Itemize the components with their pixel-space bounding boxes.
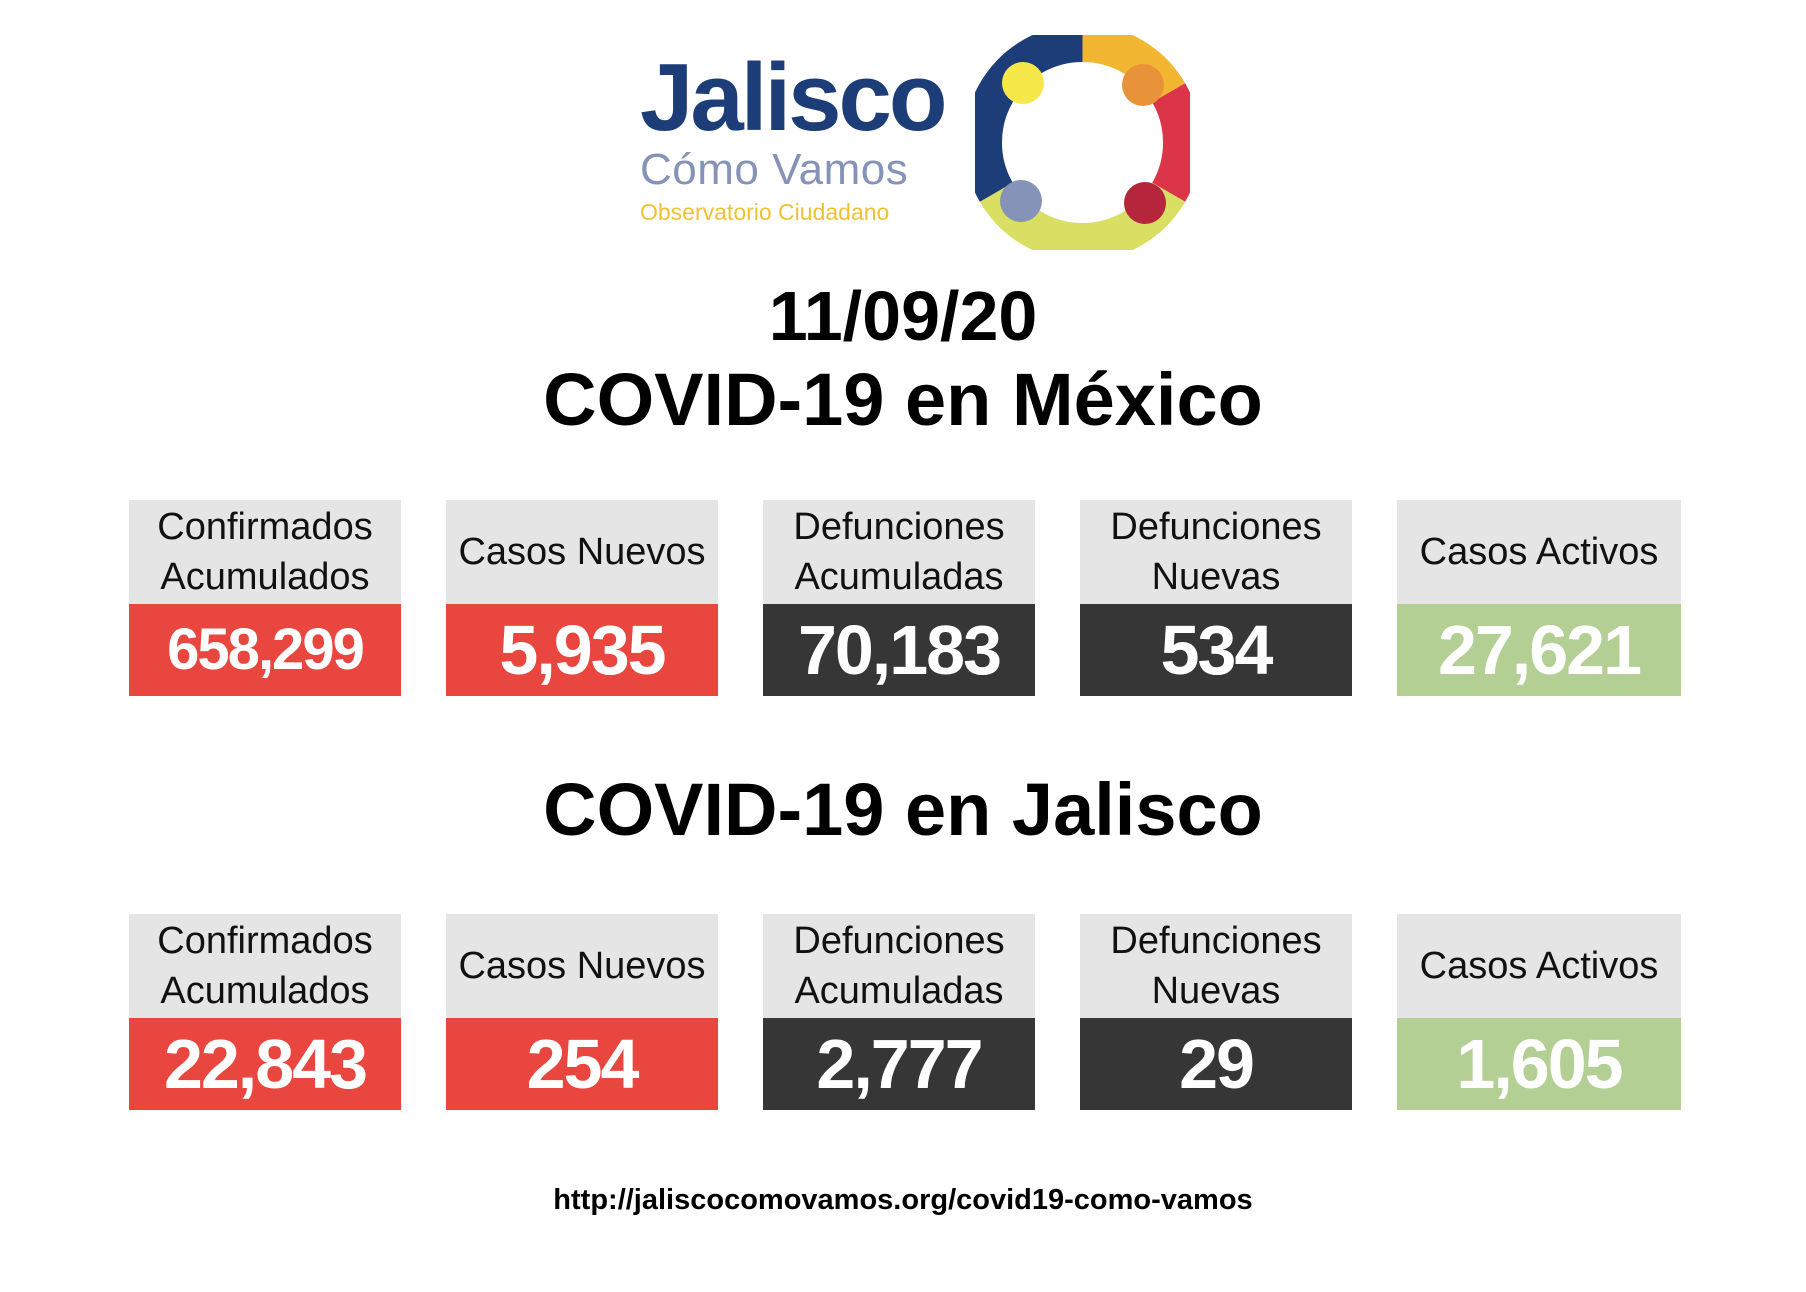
card-label-line: Casos Nuevos — [458, 945, 706, 987]
logo: Jalisco Cómo Vamos Observatorio Ciudadan… — [0, 0, 1806, 260]
card-label: Defunciones Acumuladas — [763, 914, 1035, 1018]
card-label-line: Confirmados — [157, 920, 373, 962]
card-label: Defunciones Nuevas — [1080, 500, 1352, 604]
card-value: 534 — [1080, 604, 1352, 696]
mexico-stats-row: Confirmados Acumulados 658,299 Casos Nuev… — [0, 500, 1806, 696]
logo-ring-icon — [975, 35, 1190, 250]
report-date: 11/09/20 — [768, 277, 1038, 355]
jalisco-card-deaths: Defunciones Acumuladas 2,777 — [763, 914, 1035, 1110]
card-label: Defunciones Nuevas — [1080, 914, 1352, 1018]
card-value: 5,935 — [446, 604, 718, 696]
card-label-line: Nuevas — [1151, 556, 1281, 598]
source-link[interactable]: http://jaliscocomovamos.org/covid19-como… — [553, 1184, 1253, 1216]
card-label: Defunciones Acumuladas — [763, 500, 1035, 604]
card-label: Casos Activos — [1397, 500, 1681, 604]
logo-wordmark: Jalisco — [640, 44, 948, 151]
card-value: 27,621 — [1397, 604, 1681, 696]
card-label-line: Confirmados — [157, 506, 373, 548]
jalisco-stats-row: Confirmados Acumulados 22,843 Casos Nuevo… — [0, 914, 1806, 1110]
card-label-line: Defunciones — [1110, 920, 1322, 962]
logo-text: Jalisco Cómo Vamos Observatorio Ciudadan… — [640, 44, 948, 226]
card-value: 658,299 — [129, 604, 401, 696]
card-value: 22,843 — [129, 1018, 401, 1110]
card-value: 1,605 — [1397, 1018, 1681, 1110]
mexico-card-deaths: Defunciones Acumuladas 70,183 — [763, 500, 1035, 696]
card-label: Confirmados Acumulados — [129, 500, 401, 604]
jalisco-card-new-cases: Casos Nuevos 254 — [446, 914, 718, 1110]
jalisco-section-title: COVID-19 en Jalisco — [543, 768, 1263, 851]
card-value: 70,183 — [763, 604, 1035, 696]
card-label-line: Defunciones — [1110, 506, 1322, 548]
mexico-card-active: Casos Activos 27,621 — [1397, 500, 1681, 696]
logo-subtitle: Cómo Vamos — [640, 145, 909, 194]
card-label-line: Casos Nuevos — [458, 531, 706, 573]
card-label-line: Nuevas — [1151, 970, 1281, 1012]
logo-tagline: Observatorio Ciudadano — [640, 199, 890, 225]
jalisco-card-confirmed: Confirmados Acumulados 22,843 — [129, 914, 401, 1110]
mexico-card-new-deaths: Defunciones Nuevas 534 — [1080, 500, 1352, 696]
card-value: 2,777 — [763, 1018, 1035, 1110]
card-value: 254 — [446, 1018, 718, 1110]
card-label-line: Acumulados — [160, 556, 370, 598]
card-label-line: Casos Activos — [1419, 531, 1659, 573]
mexico-card-confirmed: Confirmados Acumulados 658,299 — [129, 500, 401, 696]
card-label-line: Acumulados — [160, 970, 370, 1012]
jalisco-card-new-deaths: Defunciones Nuevas 29 — [1080, 914, 1352, 1110]
card-label: Casos Nuevos — [446, 500, 718, 604]
card-label: Confirmados Acumulados — [129, 914, 401, 1018]
card-label-line: Acumuladas — [794, 970, 1004, 1012]
card-label-line: Acumuladas — [794, 556, 1004, 598]
jalisco-card-active: Casos Activos 1,605 — [1397, 914, 1681, 1110]
card-label: Casos Activos — [1397, 914, 1681, 1018]
card-label: Casos Nuevos — [446, 914, 718, 1018]
mexico-card-new-cases: Casos Nuevos 5,935 — [446, 500, 718, 696]
card-label-line: Defunciones — [793, 920, 1005, 962]
card-label-line: Casos Activos — [1419, 945, 1659, 987]
card-label-line: Defunciones — [793, 506, 1005, 548]
card-value: 29 — [1080, 1018, 1352, 1110]
mexico-section-title: COVID-19 en México — [543, 358, 1263, 441]
